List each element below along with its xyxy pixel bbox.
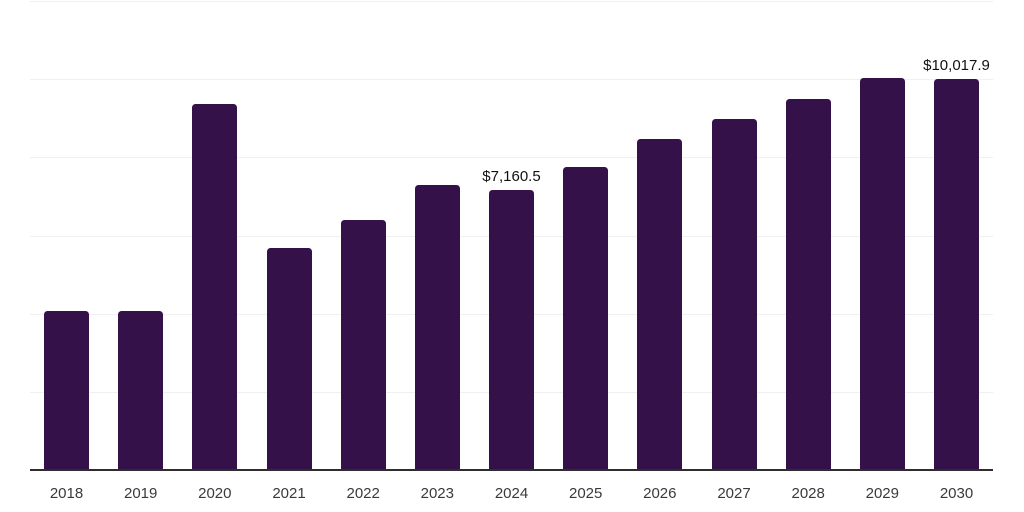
x-tick-2030: 2030 [939, 485, 974, 502]
bar-2029[interactable] [859, 77, 905, 470]
bar-2018[interactable] [44, 311, 89, 470]
x-tick-2028: 2028 [791, 485, 825, 502]
bar-2024[interactable] [489, 190, 534, 470]
bar-2020[interactable] [192, 103, 238, 470]
x-tick-2021: 2021 [272, 485, 306, 502]
gridline-8000 [30, 157, 993, 159]
x-tick-2020: 2020 [198, 485, 232, 502]
x-tick-2026: 2026 [643, 485, 677, 502]
x-tick-2029: 2029 [865, 485, 899, 502]
x-axis-line [30, 469, 993, 471]
bar-2028[interactable] [785, 98, 831, 470]
bar-2019[interactable] [118, 311, 164, 470]
bar-2021[interactable] [266, 248, 312, 470]
gridline-10000 [30, 79, 993, 81]
bar-2030[interactable] [934, 78, 979, 470]
x-tick-2018: 2018 [49, 485, 84, 502]
x-tick-2019: 2019 [124, 485, 158, 502]
bar-2027[interactable] [711, 119, 757, 470]
x-tick-2023: 2023 [420, 485, 454, 502]
x-tick-2024: 2024 [494, 485, 529, 502]
gridline-12000 [30, 1, 993, 2]
x-tick-2022: 2022 [346, 485, 380, 502]
bar-2023[interactable] [414, 184, 460, 470]
bar-2026[interactable] [637, 139, 683, 470]
bar-2025[interactable] [563, 166, 609, 470]
x-tick-2025: 2025 [569, 485, 603, 502]
bar-2022[interactable] [340, 220, 386, 470]
data-label-2030: $10,017.9 [923, 56, 990, 74]
x-tick-2027: 2027 [717, 485, 751, 502]
data-label-2024: $7,160.5 [482, 168, 541, 186]
